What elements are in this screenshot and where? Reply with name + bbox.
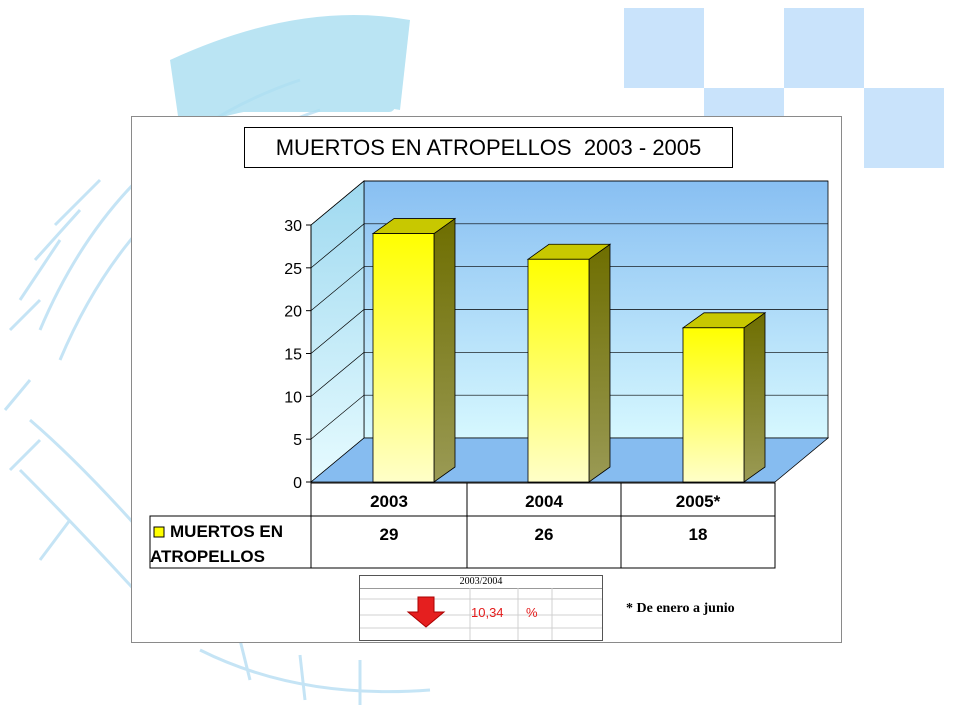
bar (682, 327, 745, 483)
x-category-label: 2005* (676, 492, 721, 511)
footnote: * De enero a junio (626, 601, 735, 616)
chart-panel: 0 5 10 15 20 25 30 2003 29 2004 26 2005* 18 MUERTOS E… (131, 116, 842, 643)
bar-side (588, 243, 611, 483)
data-table-value-row (149, 515, 776, 569)
data-value-label: 26 (535, 525, 554, 544)
bar-side (743, 312, 766, 483)
down-arrow-icon (406, 596, 446, 628)
x-category-label: 2003 (370, 492, 408, 511)
series-label: MUERTOS EN (170, 522, 283, 541)
chart-title: MUERTOS EN ATROPELLOS 2003 - 2005 (244, 127, 733, 168)
y-tick-label: 0 (293, 475, 302, 492)
gridline (310, 223, 828, 269)
comparison-header: 2003/2004 (360, 576, 602, 589)
decorative-square (864, 88, 944, 168)
gridline (310, 351, 828, 397)
data-table-header-row (310, 482, 776, 517)
decorative-square (784, 8, 864, 88)
comparison-value: 10,34 (471, 605, 504, 620)
y-tick-label: 5 (293, 432, 302, 449)
comparison-unit: % (526, 605, 538, 620)
comparison-grid (360, 588, 602, 640)
gridline (310, 266, 828, 311)
series-label: ATROPELLOS (150, 547, 265, 566)
y-tick-label: 15 (284, 347, 302, 364)
y-tick-label: 20 (284, 304, 302, 321)
y-tick-label: 30 (284, 218, 302, 235)
data-value-label: 29 (380, 525, 399, 544)
gridline (310, 309, 828, 354)
y-tick-label: 25 (284, 261, 302, 278)
gridline (310, 180, 828, 226)
bar (372, 233, 435, 483)
gridline (310, 394, 828, 440)
bar-side (433, 217, 456, 483)
x-category-label: 2004 (525, 492, 563, 511)
bar-chart: 0 5 10 15 20 25 30 2003 29 2004 26 2005* 18 MUERTOS E… (149, 180, 830, 569)
legend-swatch (153, 526, 165, 538)
data-value-label: 18 (689, 525, 708, 544)
bar (527, 258, 590, 483)
comparison-table: 2003/2004 10,34 % (359, 575, 603, 641)
decorative-square (624, 8, 704, 88)
y-tick-label: 10 (284, 389, 302, 406)
